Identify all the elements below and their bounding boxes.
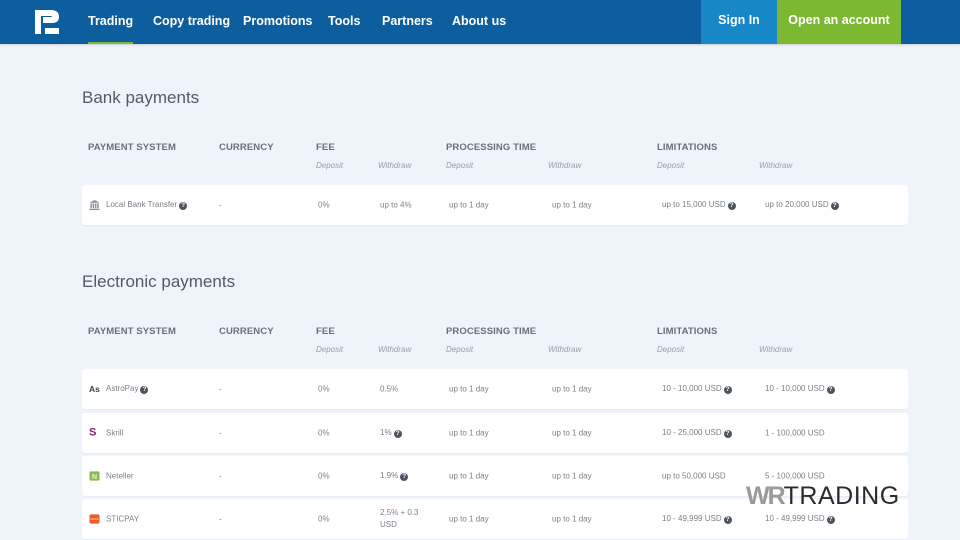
nav-item-copy-trading[interactable]: Copy trading: [153, 14, 231, 28]
table-row-local-bank-transfer: Local Bank Transfer? - 0% up to 4% up to…: [82, 185, 908, 225]
limit-withdraw-value: 10 - 10,000 USD?: [765, 384, 835, 394]
sub-head-time-deposit: Deposit: [446, 345, 474, 354]
limit-withdraw-value: up to 20,000 USD?: [765, 200, 839, 210]
time-withdraw-value: up to 1 day: [552, 384, 592, 394]
help-icon[interactable]: ?: [723, 386, 732, 394]
sub-head-fee-withdraw: Withdraw: [378, 345, 412, 354]
payment-system-name[interactable]: STICPAY: [106, 514, 140, 524]
help-icon[interactable]: ?: [826, 386, 835, 394]
sticpay-icon: [89, 514, 100, 524]
sign-in-button[interactable]: Sign In: [701, 0, 777, 44]
help-icon[interactable]: ?: [393, 430, 402, 438]
sub-head-time-withdraw: Withdraw: [548, 161, 582, 170]
limit-deposit-value: 10 - 25,000 USD?: [662, 428, 732, 438]
sub-head-limit-withdraw: Withdraw: [759, 345, 793, 354]
sub-head-fee-deposit: Deposit: [316, 161, 344, 170]
nav-item-about-us[interactable]: About us: [452, 14, 507, 28]
fee-withdraw-value: up to 4%: [380, 200, 412, 210]
help-icon[interactable]: ?: [179, 202, 188, 210]
fee-deposit-value: 0%: [318, 514, 330, 524]
payment-system-name[interactable]: Local Bank Transfer?: [106, 200, 188, 210]
help-icon[interactable]: ?: [826, 516, 835, 524]
col-head-currency: CURRENCY: [219, 142, 274, 153]
help-icon[interactable]: ?: [723, 516, 732, 524]
table-row-skrill: S Skrill - 0% 1%? up to 1 day up to 1 da…: [82, 413, 908, 453]
section-title-electronic-payments: Electronic payments: [82, 272, 236, 291]
time-withdraw-value: up to 1 day: [552, 471, 592, 481]
svg-text:N: N: [92, 472, 97, 481]
section-title-bank-payments: Bank payments: [82, 88, 200, 107]
sub-head-fee-deposit: Deposit: [316, 345, 344, 354]
time-deposit-value: up to 1 day: [449, 514, 489, 524]
sub-head-limit-withdraw: Withdraw: [759, 161, 793, 170]
limit-withdraw-value: 10 - 49,999 USD?: [765, 514, 835, 524]
fee-deposit-value: 0%: [318, 471, 330, 481]
col-head-payment-system: PAYMENT SYSTEM: [88, 142, 176, 153]
currency-value: -: [219, 471, 222, 481]
col-head-fee: FEE: [316, 142, 335, 153]
fee-withdraw-value: 0.5%: [380, 384, 399, 394]
neteller-icon: N: [89, 471, 100, 481]
time-deposit-value: up to 1 day: [449, 200, 489, 210]
time-deposit-value: up to 1 day: [449, 428, 489, 438]
table-row-neteller: N Neteller - 0% 1.9%? up to 1 day up to …: [82, 456, 908, 496]
fee-deposit-value: 0%: [318, 200, 330, 210]
help-icon[interactable]: ?: [723, 430, 732, 438]
payment-system-name[interactable]: Skrill: [106, 428, 124, 438]
col-head-limitations: LIMITATIONS: [657, 326, 718, 337]
time-withdraw-value: up to 1 day: [552, 428, 592, 438]
limit-deposit-value: up to 50,000 USD: [662, 471, 726, 481]
wr-trading-watermark: WRTRADING: [746, 482, 900, 511]
fee-withdraw-value: 1.9%?: [380, 471, 409, 481]
help-icon[interactable]: ?: [140, 386, 149, 394]
time-withdraw-value: up to 1 day: [552, 514, 592, 524]
col-head-fee: FEE: [316, 326, 335, 337]
fee-withdraw-value: 1%?: [380, 428, 402, 438]
astropay-icon: As: [89, 384, 100, 394]
limit-deposit-value: 10 - 49,999 USD?: [662, 514, 732, 524]
currency-value: -: [219, 200, 222, 210]
time-withdraw-value: up to 1 day: [552, 200, 592, 210]
help-icon[interactable]: ?: [400, 473, 409, 481]
limit-withdraw-value: 1 - 100,000 USD: [765, 428, 825, 438]
nav-item-tools[interactable]: Tools: [328, 14, 361, 28]
col-head-processing-time: PROCESSING TIME: [446, 142, 537, 153]
payment-system-name[interactable]: Neteller: [106, 471, 134, 481]
fee-deposit-value: 0%: [318, 384, 330, 394]
help-icon[interactable]: ?: [727, 202, 736, 210]
col-head-currency: CURRENCY: [219, 326, 274, 337]
currency-value: -: [219, 428, 222, 438]
currency-value: -: [219, 384, 222, 394]
col-head-limitations: LIMITATIONS: [657, 142, 718, 153]
sub-head-fee-withdraw: Withdraw: [378, 161, 412, 170]
time-deposit-value: up to 1 day: [449, 384, 489, 394]
currency-value: -: [219, 514, 222, 524]
payment-system-name[interactable]: AstroPay?: [106, 384, 149, 394]
nav-item-promotions[interactable]: Promotions: [243, 14, 313, 28]
skrill-icon: S: [89, 426, 97, 439]
fee-withdraw-value: 2.5% + 0.3 USD: [380, 508, 419, 529]
bank-icon: [89, 199, 100, 211]
nav-item-trading[interactable]: Trading: [88, 0, 134, 44]
top-navigation-bar: Trading Copy trading Promotions Tools Pa…: [0, 0, 960, 44]
time-deposit-value: up to 1 day: [449, 471, 489, 481]
limit-deposit-value: 10 - 10,000 USD?: [662, 384, 732, 394]
limit-withdraw-value: 5 - 100,000 USD: [765, 471, 825, 481]
watermark-text: TRADING: [783, 482, 900, 510]
sub-head-limit-deposit: Deposit: [657, 345, 685, 354]
open-account-button[interactable]: Open an account: [777, 0, 901, 44]
col-head-processing-time: PROCESSING TIME: [446, 326, 537, 337]
sub-head-time-deposit: Deposit: [446, 161, 474, 170]
table-row-astropay: As AstroPay? - 0% 0.5% up to 1 day up to…: [82, 369, 908, 409]
sub-head-time-withdraw: Withdraw: [548, 345, 582, 354]
nav-item-partners[interactable]: Partners: [382, 14, 433, 28]
roboforex-logo-icon[interactable]: [33, 8, 61, 36]
watermark-prefix: WR: [746, 482, 786, 510]
table-row-sticpay: STICPAY - 0% 2.5% + 0.3 USD up to 1 day …: [82, 499, 908, 539]
fee-deposit-value: 0%: [318, 428, 330, 438]
sub-head-limit-deposit: Deposit: [657, 161, 685, 170]
help-icon[interactable]: ?: [830, 202, 839, 210]
limit-deposit-value: up to 15,000 USD?: [662, 200, 736, 210]
col-head-payment-system: PAYMENT SYSTEM: [88, 326, 176, 337]
